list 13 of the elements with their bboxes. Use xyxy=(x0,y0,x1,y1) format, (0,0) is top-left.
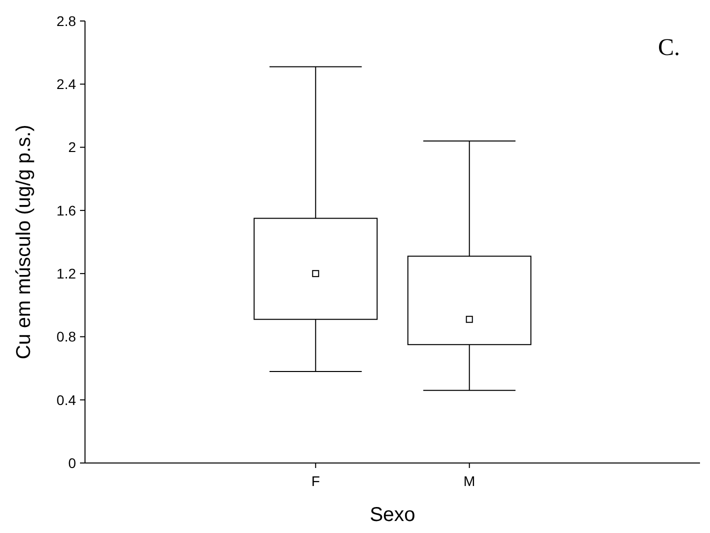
y-tick-label: 1.2 xyxy=(56,265,76,282)
y-tick-label: 1.6 xyxy=(56,202,76,218)
x-tick-label: F xyxy=(311,473,320,489)
y-tick-label: 0.4 xyxy=(56,392,76,408)
annotation: C. xyxy=(658,35,680,61)
x-axis-title: Sexo xyxy=(370,504,416,526)
x-tick-label: M xyxy=(464,473,476,489)
y-tick-label: 2 xyxy=(68,139,76,156)
y-tick-label: 0.8 xyxy=(56,328,76,345)
y-tick-label: 2.8 xyxy=(56,12,76,29)
y-tick-label: 0 xyxy=(68,454,76,471)
y-axis-title: Cu em músculo (ug/g p.s.) xyxy=(13,124,35,360)
y-tick-label: 2.4 xyxy=(56,76,76,92)
